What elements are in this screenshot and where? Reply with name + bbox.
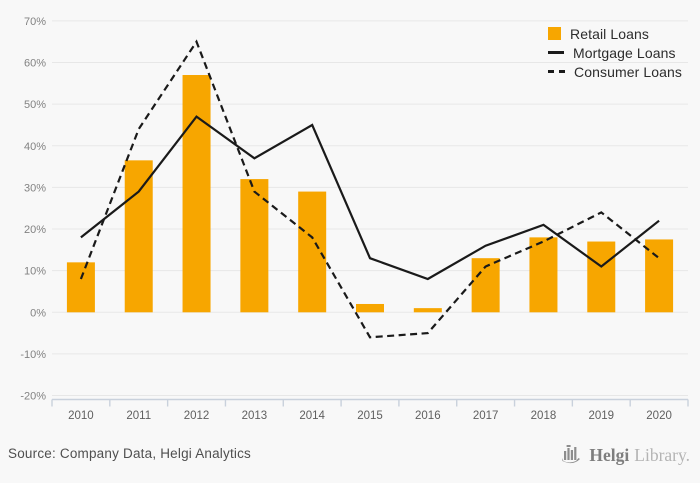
line-consumer-loans xyxy=(79,39,660,339)
logo-text-library: Library. xyxy=(634,444,690,465)
x-axis-label: 2010 xyxy=(68,410,94,422)
x-axis-label: 2020 xyxy=(646,410,672,422)
x-axis-label: 2015 xyxy=(357,410,383,422)
y-axis-label: 50% xyxy=(24,99,46,111)
bar-retail-loans-2014 xyxy=(298,191,327,313)
bar-retail-loans-2010 xyxy=(66,262,95,313)
y-axis-label: 20% xyxy=(24,224,46,236)
legend-swatch-solid-line xyxy=(548,51,564,54)
legend-item-retail-loans[interactable]: Retail Loans xyxy=(548,25,682,42)
legend-label-retail-loans: Retail Loans xyxy=(570,25,650,42)
x-axis-label: 2011 xyxy=(126,410,151,422)
legend-label-consumer-loans: Consumer Loans xyxy=(574,63,683,80)
x-axis-label: 2012 xyxy=(184,410,210,422)
x-axis-label: 2019 xyxy=(588,410,614,422)
y-axis-label: 70% xyxy=(24,16,46,28)
y-axis-label: 10% xyxy=(24,266,46,278)
helgi-logo-icon xyxy=(562,445,581,464)
bar-retail-loans-2013 xyxy=(240,179,269,313)
bar-retail-loans-2018 xyxy=(529,237,558,313)
legend-item-mortgage-loans[interactable]: Mortgage Loans xyxy=(548,44,682,61)
y-axis-label: 30% xyxy=(24,182,46,194)
y-axis-label: 0% xyxy=(30,307,46,319)
bar-retail-loans-2012 xyxy=(182,75,211,313)
y-axis-label: 40% xyxy=(24,141,46,153)
y-axis-label: 60% xyxy=(24,58,46,70)
x-axis-label: 2017 xyxy=(473,410,499,422)
chart-canvas: 70% 60% 50% 40% 30% 20% 10% 0% -10% -20% 2010 2011 2… xyxy=(20,16,689,422)
bar-retail-loans-2016 xyxy=(413,308,442,313)
legend-swatch-dashed-line xyxy=(548,70,565,73)
legend-item-consumer-loans[interactable]: Consumer Loans xyxy=(548,63,683,80)
legend-label-mortgage-loans: Mortgage Loans xyxy=(573,44,676,61)
legend-swatch-bar xyxy=(548,27,561,40)
x-axis-label: 2018 xyxy=(531,410,557,422)
helgi-library-logo[interactable]: Helgi Library. xyxy=(561,444,690,465)
y-axis-label: -20% xyxy=(20,391,46,403)
bar-retail-loans-2019 xyxy=(587,241,616,313)
line-mortgage-loans xyxy=(80,115,660,281)
source-text: Source: Company Data, Helgi Analytics xyxy=(8,446,252,461)
bar-retail-loans-2015 xyxy=(356,303,384,313)
y-axis-label: -10% xyxy=(20,349,46,361)
x-axis-label: 2013 xyxy=(242,410,268,422)
chart-legend: Retail Loans Mortgage Loans Consumer Loa… xyxy=(548,25,683,80)
x-axis-label: 2016 xyxy=(415,410,441,422)
logo-text-helgi: Helgi xyxy=(589,444,630,465)
bar-retail-loans-2020 xyxy=(645,239,674,313)
x-axis-label: 2014 xyxy=(299,410,325,422)
bar-retail-loans-2011 xyxy=(124,160,153,313)
